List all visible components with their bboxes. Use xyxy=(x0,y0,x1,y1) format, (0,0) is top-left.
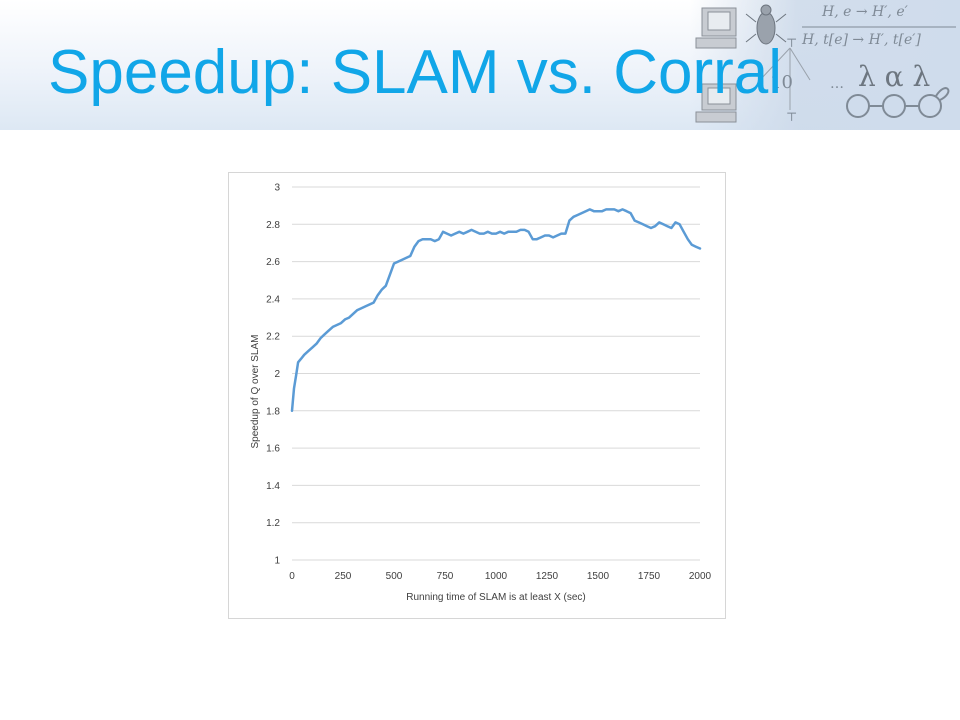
y-tick-label: 1.2 xyxy=(266,518,280,529)
x-tick-label: 1750 xyxy=(638,571,661,582)
x-tick-label: 0 xyxy=(289,571,295,582)
x-tick-label: 250 xyxy=(335,571,352,582)
series-line xyxy=(290,208,702,413)
slide-title: Speedup: SLAM vs. Corral xyxy=(48,38,783,107)
x-tick-label: 1000 xyxy=(485,571,508,582)
y-tick-label: 1.8 xyxy=(266,406,280,417)
x-tick-label: 1250 xyxy=(536,571,559,582)
y-axis-title: Speedup of Q over SLAM xyxy=(250,335,261,449)
lattice-diagram xyxy=(759,47,811,110)
chart-svg: 1 1.2 1.4 1.6 1.8 2 2.2 2.4 2.6 2.8 3 0 250 500 750 100… xyxy=(250,183,712,604)
title-banner: H, e → H′, e′ H, t[e] → H′, t[e′] ⊤ 10 …… xyxy=(0,0,960,130)
computer-icon-2 xyxy=(695,83,737,123)
y-tick-label: 2.8 xyxy=(266,220,280,231)
y-tick-label: 3 xyxy=(274,183,280,194)
x-tick-label: 2000 xyxy=(689,571,712,582)
y-tick-label: 2.4 xyxy=(266,294,280,305)
banner-illustration xyxy=(690,0,960,130)
bug-icon xyxy=(745,4,787,45)
decor-lambda-alpha: λ α λ xyxy=(858,60,931,93)
x-tick-label: 1500 xyxy=(587,571,610,582)
y-tick-label: 2.6 xyxy=(266,257,280,268)
decor-formula-top: H, e → H′, e′ xyxy=(822,4,908,20)
x-tick-label: 500 xyxy=(386,571,403,582)
y-tick-label: 1 xyxy=(274,556,280,567)
banner-decoration-svg xyxy=(695,4,956,123)
decor-digits: 10 xyxy=(770,72,793,93)
y-tick-label: 1.4 xyxy=(266,481,280,492)
y-tick-label: 2 xyxy=(274,369,280,380)
y-tick-label: 1.6 xyxy=(266,444,280,455)
y-tick-label: 2.2 xyxy=(266,332,280,343)
decor-bottom-mark: ⊤ xyxy=(786,110,798,124)
computer-icon xyxy=(695,7,737,49)
state-machine-diagram xyxy=(846,87,950,118)
x-tick-label: 750 xyxy=(437,571,454,582)
chart-container: 1 1.2 1.4 1.6 1.8 2 2.2 2.4 2.6 2.8 3 0 250 500 750 100… xyxy=(228,172,726,619)
decor-top-mark: ⊤ xyxy=(786,36,798,50)
decor-formula-bottom: H, t[e] → H′, t[e′] xyxy=(802,32,921,48)
x-axis-title: Running time of SLAM is at least X (sec) xyxy=(406,592,586,603)
decor-ellipsis: … xyxy=(830,76,844,92)
